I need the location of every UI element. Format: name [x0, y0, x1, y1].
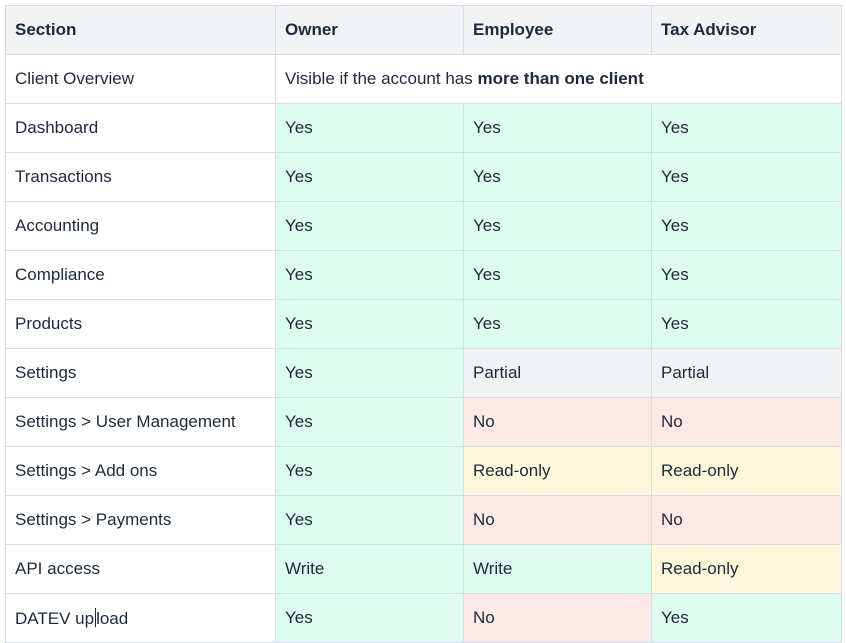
cell-employee[interactable]: Partial	[463, 348, 652, 398]
cell-employee[interactable]: No	[463, 495, 652, 545]
cell-tax-advisor[interactable]: Read-only	[651, 446, 842, 496]
table-row: API access Write Write Read-only	[5, 544, 842, 594]
cell-tax-advisor[interactable]: Yes	[651, 250, 842, 300]
cell-tax-advisor[interactable]: Yes	[651, 299, 842, 349]
note-bold-text: more than one client	[477, 69, 644, 88]
cell-tax-advisor[interactable]: Yes	[651, 593, 842, 643]
cell-section[interactable]: Accounting	[5, 201, 276, 251]
cell-employee[interactable]: No	[463, 397, 652, 447]
cell-section[interactable]: Settings	[5, 348, 276, 398]
cell-owner[interactable]: Yes	[275, 348, 464, 398]
cell-owner[interactable]: Yes	[275, 250, 464, 300]
cell-section[interactable]: Settings > Payments	[5, 495, 276, 545]
cell-employee[interactable]: Yes	[463, 152, 652, 202]
header-owner: Owner	[275, 5, 464, 55]
cell-tax-advisor[interactable]: Yes	[651, 103, 842, 153]
cell-owner[interactable]: Yes	[275, 103, 464, 153]
cell-section[interactable]: API access	[5, 544, 276, 594]
table-row: Compliance Yes Yes Yes	[5, 250, 842, 300]
table-row-datev-upload: DATEV up load Yes No Yes	[5, 593, 842, 643]
cell-section[interactable]: Compliance	[5, 250, 276, 300]
header-tax-advisor: Tax Advisor	[651, 5, 842, 55]
permissions-table: Section Owner Employee Tax Advisor Clien…	[5, 5, 842, 643]
cell-owner[interactable]: Yes	[275, 593, 464, 643]
table-row: Settings Yes Partial Partial	[5, 348, 842, 398]
cell-tax-advisor[interactable]: Yes	[651, 201, 842, 251]
table-header-row: Section Owner Employee Tax Advisor	[5, 5, 842, 55]
table-row: Settings > Add ons Yes Read-only Read-only	[5, 446, 842, 496]
cell-section[interactable]: Dashboard	[5, 103, 276, 153]
cell-section[interactable]: Settings > Add ons	[5, 446, 276, 496]
cell-tax-advisor[interactable]: Read-only	[651, 544, 842, 594]
cell-owner[interactable]: Yes	[275, 397, 464, 447]
section-text-before-cursor: DATEV up	[15, 608, 95, 628]
table-row: Settings > Payments Yes No No	[5, 495, 842, 545]
cell-owner[interactable]: Yes	[275, 152, 464, 202]
text-cursor	[94, 607, 96, 627]
cell-tax-advisor[interactable]: No	[651, 495, 842, 545]
header-section: Section	[5, 5, 276, 55]
table-row: Settings > User Management Yes No No	[5, 397, 842, 447]
section-text-after-cursor: load	[96, 608, 129, 628]
cell-section[interactable]: Transactions	[5, 152, 276, 202]
table-row: Dashboard Yes Yes Yes	[5, 103, 842, 153]
cell-section[interactable]: DATEV up load	[5, 593, 276, 643]
table-row: Products Yes Yes Yes	[5, 299, 842, 349]
cell-owner[interactable]: Yes	[275, 446, 464, 496]
cell-section[interactable]: Settings > User Management	[5, 397, 276, 447]
cell-owner[interactable]: Yes	[275, 495, 464, 545]
table-row: Accounting Yes Yes Yes	[5, 201, 842, 251]
cell-owner[interactable]: Yes	[275, 299, 464, 349]
cell-employee[interactable]: Yes	[463, 201, 652, 251]
note-text: Visible if the account has	[285, 69, 478, 88]
cell-section[interactable]: Products	[5, 299, 276, 349]
cell-section[interactable]: Client Overview	[5, 54, 276, 104]
cell-tax-advisor[interactable]: Partial	[651, 348, 842, 398]
cell-employee[interactable]: Yes	[463, 103, 652, 153]
cell-tax-advisor[interactable]: Yes	[651, 152, 842, 202]
table-row: Transactions Yes Yes Yes	[5, 152, 842, 202]
cell-employee[interactable]: Read-only	[463, 446, 652, 496]
cell-employee[interactable]: No	[463, 593, 652, 643]
cell-owner[interactable]: Yes	[275, 201, 464, 251]
cell-owner[interactable]: Write	[275, 544, 464, 594]
cell-employee[interactable]: Write	[463, 544, 652, 594]
cell-client-overview-note[interactable]: Visible if the account has more than one…	[275, 54, 842, 104]
table-row-client-overview: Client Overview Visible if the account h…	[5, 54, 842, 104]
header-employee: Employee	[463, 5, 652, 55]
cell-tax-advisor[interactable]: No	[651, 397, 842, 447]
cell-employee[interactable]: Yes	[463, 250, 652, 300]
cell-employee[interactable]: Yes	[463, 299, 652, 349]
